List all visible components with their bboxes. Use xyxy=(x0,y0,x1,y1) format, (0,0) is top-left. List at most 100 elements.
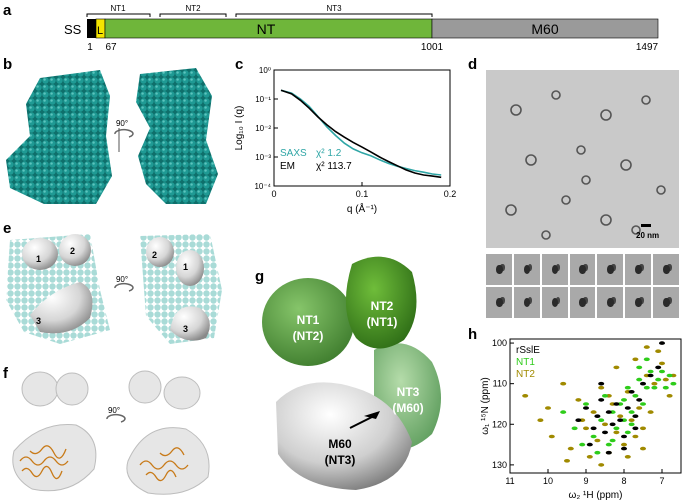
peak-nt1 xyxy=(662,385,669,390)
peak-nt2 xyxy=(621,442,627,447)
axis-ticks: 11 10 9 8 7 100 110 120 130 xyxy=(492,338,665,486)
label-nt3-sub: (M60) xyxy=(392,401,423,415)
lobe-label-3: 3 xyxy=(36,316,41,326)
position-1: 1 xyxy=(87,42,93,53)
peak-nt2 xyxy=(659,361,665,366)
peak-rssle xyxy=(583,406,589,410)
rotation-arrow-icon xyxy=(106,413,126,423)
legend-em: EM xyxy=(280,161,295,172)
peak-nt2 xyxy=(602,422,608,427)
peak-nt1 xyxy=(628,422,635,427)
m60-label: M60 xyxy=(531,21,558,37)
domain-m60 xyxy=(276,382,412,490)
label-nt1: NT1 xyxy=(297,313,320,327)
peak-nt2 xyxy=(564,459,570,463)
peak-rssle xyxy=(594,414,601,418)
panel-label-h: h xyxy=(468,326,478,343)
lobe-label-1-rotated: 1 xyxy=(183,262,188,272)
legend-saxs: SAXS xyxy=(280,148,307,159)
x-tick-label: 11 xyxy=(505,476,514,486)
legend-nt1: NT1 xyxy=(516,357,535,368)
peak-rssle xyxy=(636,398,643,402)
rotation-label: 90° xyxy=(116,119,128,128)
peak-nt2 xyxy=(632,434,639,439)
class-average xyxy=(597,254,624,285)
panel-label-b: b xyxy=(3,56,13,73)
peak-nt2 xyxy=(651,381,658,386)
panel-label-d: d xyxy=(468,56,478,73)
envelope-lobe-1 xyxy=(22,238,58,270)
peak-rssle xyxy=(628,390,635,394)
peak-rssle xyxy=(613,402,620,406)
peak-nt1 xyxy=(666,373,673,378)
negative-stain-micrograph: 20 nm xyxy=(486,70,679,248)
x-tick-label: 0.2 xyxy=(444,189,457,199)
peak-nt2 xyxy=(548,434,555,439)
peak-nt2 xyxy=(583,426,589,431)
class-average xyxy=(653,287,679,318)
peak-nt2 xyxy=(590,410,597,414)
peak-nt2 xyxy=(640,446,646,451)
saxs-bead-models: 90° xyxy=(6,68,218,204)
peak-nt2 xyxy=(662,377,669,382)
peak-rssle xyxy=(659,341,665,345)
peak-nt1 xyxy=(628,410,635,414)
peak-rssle xyxy=(605,450,612,455)
peak-rssle xyxy=(602,430,608,435)
bracket-nt1-label: NT1 xyxy=(110,4,126,13)
series-lines xyxy=(280,89,442,179)
rotation-arrow-icon xyxy=(114,128,134,138)
label-nt2: NT2 xyxy=(371,299,394,313)
peak-nt2 xyxy=(586,455,593,459)
peak-rssle xyxy=(621,446,627,451)
rotation-arrow-icon xyxy=(114,282,134,292)
axis-ticks: 0 0.1 0.2 10⁰ 10⁻¹ 10⁻² 10⁻³ 10⁻⁴ xyxy=(254,66,456,199)
peak-nt2 xyxy=(598,385,605,390)
legend-em-chi: χ² 113.7 xyxy=(316,161,352,172)
bracket-nt1 xyxy=(86,13,151,17)
label-nt3: NT3 xyxy=(397,385,420,399)
peak-nt2 xyxy=(632,357,639,362)
scale-bar-label: 20 nm xyxy=(636,231,659,240)
envelope-lobe-2 xyxy=(59,234,91,266)
lobe-label-1: 1 xyxy=(36,254,41,264)
peak-rssle xyxy=(640,381,646,386)
l-label: L xyxy=(97,25,103,37)
peak-nt1 xyxy=(583,402,589,406)
peak-nt2 xyxy=(545,406,551,410)
series-line-saxs xyxy=(280,89,442,176)
peak-nt2 xyxy=(617,414,624,418)
peak-nt2 xyxy=(655,349,662,353)
peak-nt1 xyxy=(632,394,639,398)
x-tick-label: 8 xyxy=(621,476,626,486)
nmr-peaks xyxy=(522,341,677,467)
class-average xyxy=(625,254,652,285)
peak-nt2 xyxy=(594,438,601,443)
class-average xyxy=(541,254,568,285)
bracket-nt3-label: NT3 xyxy=(326,4,342,13)
label-m60: M60 xyxy=(328,437,352,451)
peak-nt1 xyxy=(609,438,616,443)
y-tick-label: 130 xyxy=(492,460,507,470)
position-67: 67 xyxy=(105,42,117,53)
class-averages-grid xyxy=(486,254,679,318)
peak-nt1 xyxy=(613,426,620,431)
peak-nt1 xyxy=(579,442,586,447)
label-nt1-sub: (NT2) xyxy=(293,329,324,343)
peak-nt2 xyxy=(640,426,646,431)
peak-nt2 xyxy=(643,345,650,349)
peak-nt2 xyxy=(666,394,673,398)
class-average xyxy=(541,287,568,318)
peak-nt2 xyxy=(598,463,605,467)
label-m60-sub: (NT3) xyxy=(325,453,356,467)
class-average xyxy=(513,254,540,285)
peak-nt1 xyxy=(624,385,631,390)
peak-rssle xyxy=(575,418,582,422)
peak-rssle xyxy=(598,381,605,386)
domain-nt1 xyxy=(262,278,354,366)
peak-nt1 xyxy=(636,365,643,370)
plot-frame xyxy=(273,69,451,187)
y-axis-label: ω₁ ¹⁵N (ppm) xyxy=(480,377,491,435)
x-tick-label: 9 xyxy=(583,476,588,486)
peak-rssle xyxy=(647,373,654,378)
